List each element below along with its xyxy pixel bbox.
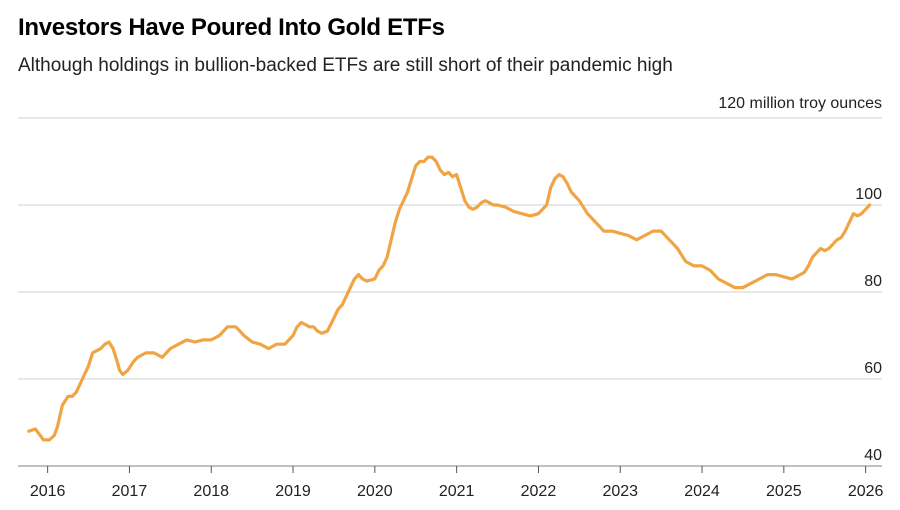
y-tick-label-80: 80 bbox=[864, 273, 882, 290]
x-tick-label-2020: 2020 bbox=[357, 483, 393, 500]
x-axis: 2016 2017 2018 2019 2020 2021 2022 2023 2024 2025… bbox=[30, 466, 884, 500]
series-group bbox=[27, 155, 872, 442]
y-tick-label-40: 40 bbox=[864, 447, 882, 464]
y-tick-label-100: 100 bbox=[855, 186, 882, 203]
y-tick-label-60: 60 bbox=[864, 360, 882, 377]
chart-title: Investors Have Poured Into Gold ETFs bbox=[18, 14, 445, 41]
y-axis-unit-label: 120 million troy ounces bbox=[718, 95, 882, 112]
x-tick-label-2021: 2021 bbox=[439, 483, 475, 500]
chart-subtitle: Although holdings in bullion-backed ETFs… bbox=[18, 55, 673, 76]
x-tick-label-2016: 2016 bbox=[30, 483, 66, 500]
x-tick-label-2025: 2025 bbox=[766, 483, 802, 500]
x-tick-label-2017: 2017 bbox=[112, 483, 148, 500]
x-tick-label-2024: 2024 bbox=[684, 483, 720, 500]
y-axis-labels: 40 60 80 100 bbox=[855, 186, 882, 464]
x-tick-label-2018: 2018 bbox=[193, 483, 229, 500]
series-line-gold-etf-holdings bbox=[27, 155, 872, 442]
x-tick-label-2019: 2019 bbox=[275, 483, 311, 500]
x-tick-label-2022: 2022 bbox=[521, 483, 557, 500]
x-tick-label-2023: 2023 bbox=[602, 483, 638, 500]
gridlines bbox=[18, 117, 882, 467]
x-tick-label-2026: 2026 bbox=[848, 483, 884, 500]
